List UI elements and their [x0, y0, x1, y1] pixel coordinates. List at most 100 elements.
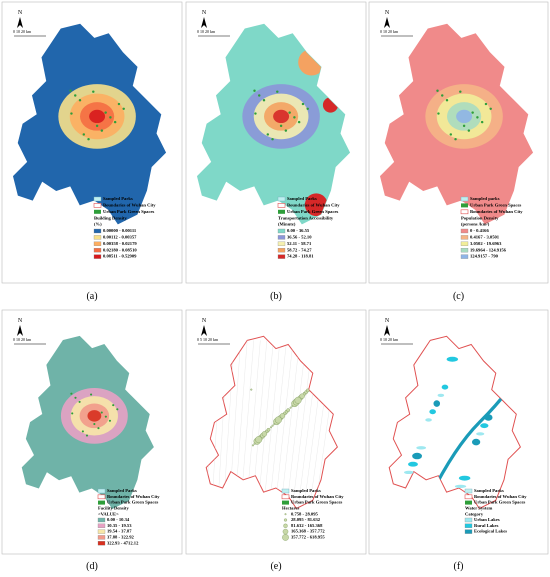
legend-swatch [277, 196, 286, 202]
park [291, 405, 294, 407]
map [197, 23, 350, 225]
legend-unit: (persons /km²) [461, 222, 490, 227]
legend-class: 74.28 - 118.81 [287, 254, 314, 259]
legend-class: 322.93 - 4712.12 [107, 540, 139, 545]
north-arrow [201, 325, 207, 336]
north-label: N [385, 10, 390, 16]
park [274, 416, 282, 424]
legend-class: 81.632 - 165.368 [291, 523, 323, 528]
lake [403, 470, 414, 475]
legend-swatch [97, 494, 106, 500]
park-marker [489, 107, 492, 111]
north-arrow [17, 17, 23, 28]
park-marker [95, 124, 99, 128]
park-marker [93, 422, 96, 426]
panel-frame [368, 309, 549, 555]
park-marker [71, 412, 74, 415]
park-marker [100, 129, 104, 132]
scale-label: 0 5 10 20 km [197, 337, 219, 342]
road [223, 340, 235, 509]
park-marker [113, 120, 117, 124]
legend-swatch [93, 248, 102, 253]
legend-swatch [460, 209, 469, 215]
panel-label: (e) [270, 561, 281, 572]
legend-class: 0.4167 - 3.0501 [470, 234, 500, 239]
legend-unit: (%) [94, 222, 102, 227]
park-marker [70, 112, 73, 115]
legend-swatch [277, 254, 286, 259]
legend-class: 19.54 - 37.87 [107, 529, 132, 534]
zone [298, 48, 325, 76]
zone [304, 193, 328, 217]
map-base [205, 335, 338, 509]
legend-item: Boundaries of Wuhan City [287, 202, 340, 207]
lake [433, 400, 441, 407]
park-marker [92, 90, 95, 93]
park-marker [104, 415, 107, 418]
legend-swatch [97, 517, 106, 523]
lake [497, 379, 503, 384]
north-arrow [384, 17, 390, 28]
park-marker [253, 89, 256, 92]
legend-class: 37.88 - 322.92 [107, 534, 134, 539]
park-marker [297, 120, 301, 124]
legend-symbol [282, 528, 289, 535]
park [279, 413, 286, 419]
scale-label: 0 10 20 km [197, 29, 216, 34]
park-marker [78, 99, 82, 102]
legend-swatch [464, 488, 473, 494]
map-overlay [60, 387, 128, 444]
legend-swatch [464, 494, 473, 500]
legend-title: Hectares [282, 505, 299, 510]
park [253, 442, 256, 445]
legend-item: Sampled Parks [474, 488, 504, 493]
density-zone [87, 410, 102, 422]
lake [425, 418, 432, 422]
legend-swatch [277, 241, 286, 246]
lake [446, 356, 459, 362]
road [280, 340, 300, 509]
park [294, 396, 302, 404]
park-marker [70, 392, 73, 395]
park [269, 426, 272, 429]
park-marker [306, 107, 309, 111]
legend-swatch [93, 254, 102, 259]
park-marker [69, 89, 72, 92]
north-label: N [385, 318, 390, 324]
park-marker [279, 124, 283, 128]
panel-frame [1, 309, 183, 555]
lake [441, 384, 449, 390]
legend-class: Rural Lakes [474, 523, 499, 528]
lake [416, 446, 427, 450]
park [255, 436, 263, 444]
park-marker [441, 94, 444, 97]
road [263, 340, 281, 509]
park-marker [100, 411, 103, 414]
park-marker [90, 393, 93, 396]
legend-swatch [93, 203, 102, 208]
legend-swatch [281, 488, 290, 494]
legend-swatch [93, 228, 102, 234]
lake [437, 393, 445, 397]
park-marker [104, 111, 107, 114]
legend-symbol [284, 513, 287, 516]
legend-swatch [460, 228, 469, 234]
panel-label: (a) [86, 291, 97, 302]
legend-class: 0.00112 - 0.00357 [103, 234, 137, 239]
legend-item: Sampled Parks [107, 488, 137, 493]
north-label: N [202, 10, 207, 16]
legend-class: 0.08511 - 0.52909 [103, 254, 137, 259]
legend-class: 0.00 - 10.34 [107, 517, 130, 522]
legend-title: Population Density [461, 215, 499, 220]
legend-item: Boundaries of Wuhan City [103, 202, 156, 207]
park-marker [454, 137, 457, 141]
legend-item: Urban Park Green Spaces [474, 500, 526, 505]
legend-item: Boundaries of Wuhan City [291, 494, 344, 499]
legend-class: 58.72 - 74.27 [287, 247, 312, 252]
park [250, 388, 253, 391]
park-marker [301, 102, 305, 106]
lake [429, 409, 436, 415]
legend-class: 124.9157 - 790 [470, 254, 499, 259]
